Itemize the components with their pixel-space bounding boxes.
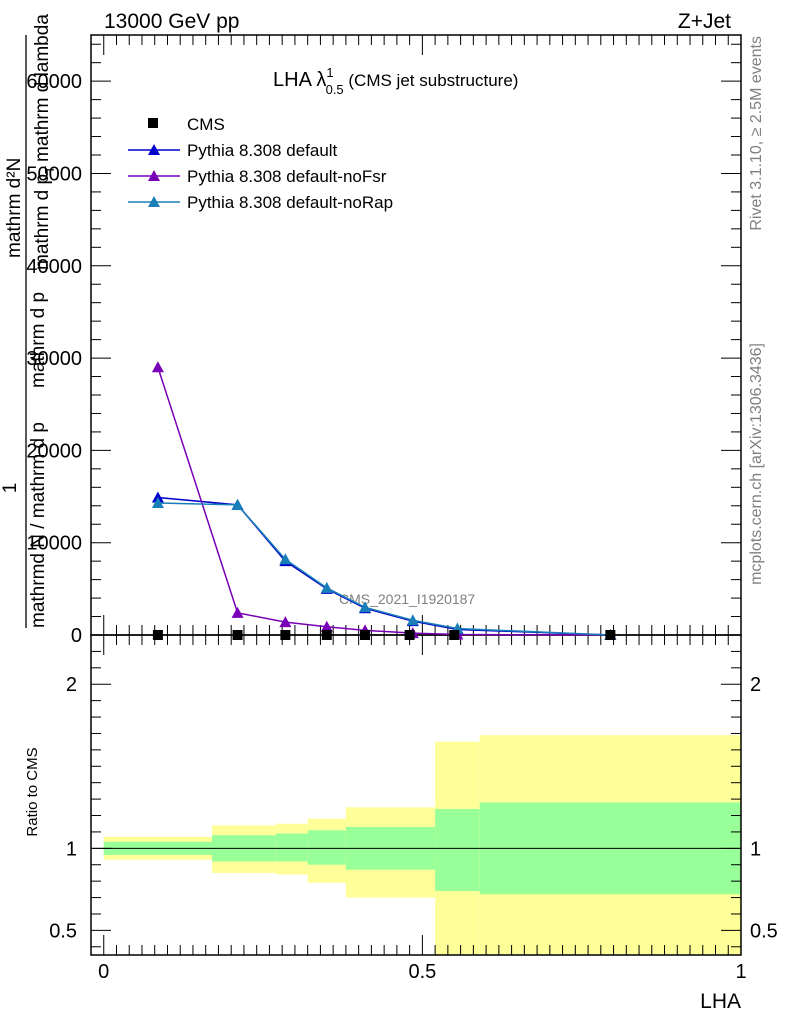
cms-point [280, 630, 291, 640]
legend-default-marker [148, 144, 160, 155]
series-nofsr-point [151, 361, 164, 373]
ratio-y-tick-label: 0.5 [49, 920, 77, 942]
y-tick-label: 40000 [26, 256, 82, 278]
series-default-line [157, 496, 611, 636]
title-sup: 1 [326, 65, 333, 80]
ylabel-dlambda: mathrm d lambda [32, 14, 53, 162]
cms-point [232, 630, 243, 640]
ylabel-inner: mathrm d p [28, 292, 49, 388]
legend-cms-marker [148, 118, 158, 128]
series-nofsr-point [231, 606, 244, 618]
legend-cms-label: CMS [187, 115, 225, 134]
series-norap-line [157, 502, 611, 636]
x-tick-label: 1 [735, 961, 746, 983]
ratio-y-tick-label-right: 2 [750, 674, 761, 696]
y-tick-label: 20000 [26, 440, 82, 462]
cms-point [152, 630, 163, 640]
series-nofsr-point [279, 616, 292, 628]
ratio-band-inner-2 [275, 833, 308, 862]
cms-point [321, 630, 332, 640]
ylabel-prefix: 1 [0, 483, 21, 494]
title-main: LHA λ [273, 69, 326, 91]
y-tick-label: 50000 [26, 163, 82, 185]
y-tick-label: 10000 [26, 533, 82, 555]
ylabel-numerator-2: mathrm d pTmathrm d lambda [32, 14, 57, 270]
series-default-point [151, 491, 164, 503]
ratio-band-inner-5 [435, 808, 480, 891]
cms-point [360, 630, 371, 640]
legend-nofsr-marker [148, 170, 160, 181]
side-label-mcplots: mcplots.cern.ch [arXiv:1306.3436] [748, 343, 765, 585]
analysis-watermark: CMS_2021_I1920187 [339, 591, 475, 607]
y-tick-label: 60000 [26, 71, 82, 93]
y-tick-label: 30000 [26, 348, 82, 370]
ratio-y-tick-label-right: 1 [750, 838, 761, 860]
ratio-y-tick-label-right: 0.5 [750, 920, 778, 942]
plot-title: LHA λ1 0.5 (CMS jet substructure) [273, 65, 518, 97]
ratio-y-tick-label: 1 [66, 838, 77, 860]
series-norap-point [320, 581, 333, 593]
header-right: Z+Jet [678, 10, 731, 33]
series-norap-point [406, 614, 419, 626]
ylabel-dpt: mathrm d p [32, 174, 53, 270]
legend: CMS Pythia 8.308 default Pythia 8.308 de… [128, 115, 393, 212]
y-tick-label: 0 [71, 625, 82, 647]
x-axis-label: LHA [700, 990, 741, 1013]
cms-point [449, 630, 460, 640]
side-label-rivet: Rivet 3.1.10, ≥ 2.5M events [748, 36, 765, 231]
cms-point [605, 630, 616, 640]
y-axis-label: 1 mathrm d²N mathrm d pTmathrm d lambda … [0, 14, 57, 628]
ratio-y-tick-label: 2 [66, 674, 77, 696]
series-norap-point [151, 497, 164, 508]
ratio-y-label: Ratio to CMS [24, 747, 41, 836]
ylabel-dpt-sub: T [42, 166, 57, 174]
ratio-band-inner-3 [307, 830, 346, 865]
legend-nofsr-label: Pythia 8.308 default-noFsr [187, 167, 387, 186]
series-nofsr-point [320, 620, 333, 632]
x-tick-label: 0 [98, 961, 109, 983]
legend-default-label: Pythia 8.308 default [187, 141, 338, 160]
title-sub: 0.5 [326, 82, 344, 97]
series-norap-point [359, 601, 372, 613]
legend-norap-label: Pythia 8.308 default-noRap [187, 193, 393, 212]
ylabel-denominator: mathrmd N / mathrm d p [28, 422, 49, 628]
series-norap-point [231, 498, 244, 510]
ratio-bands [103, 735, 741, 955]
ylabel-numerator-1: mathrm d²N [4, 158, 25, 258]
header-left: 13000 GeV pp [104, 10, 239, 33]
series-norap-point [279, 553, 292, 565]
legend-norap-marker [148, 196, 160, 207]
title-suffix: (CMS jet substructure) [344, 71, 519, 90]
cms-point [404, 630, 415, 640]
x-tick-label: 0.5 [408, 961, 436, 983]
cms-data-points [152, 630, 616, 640]
